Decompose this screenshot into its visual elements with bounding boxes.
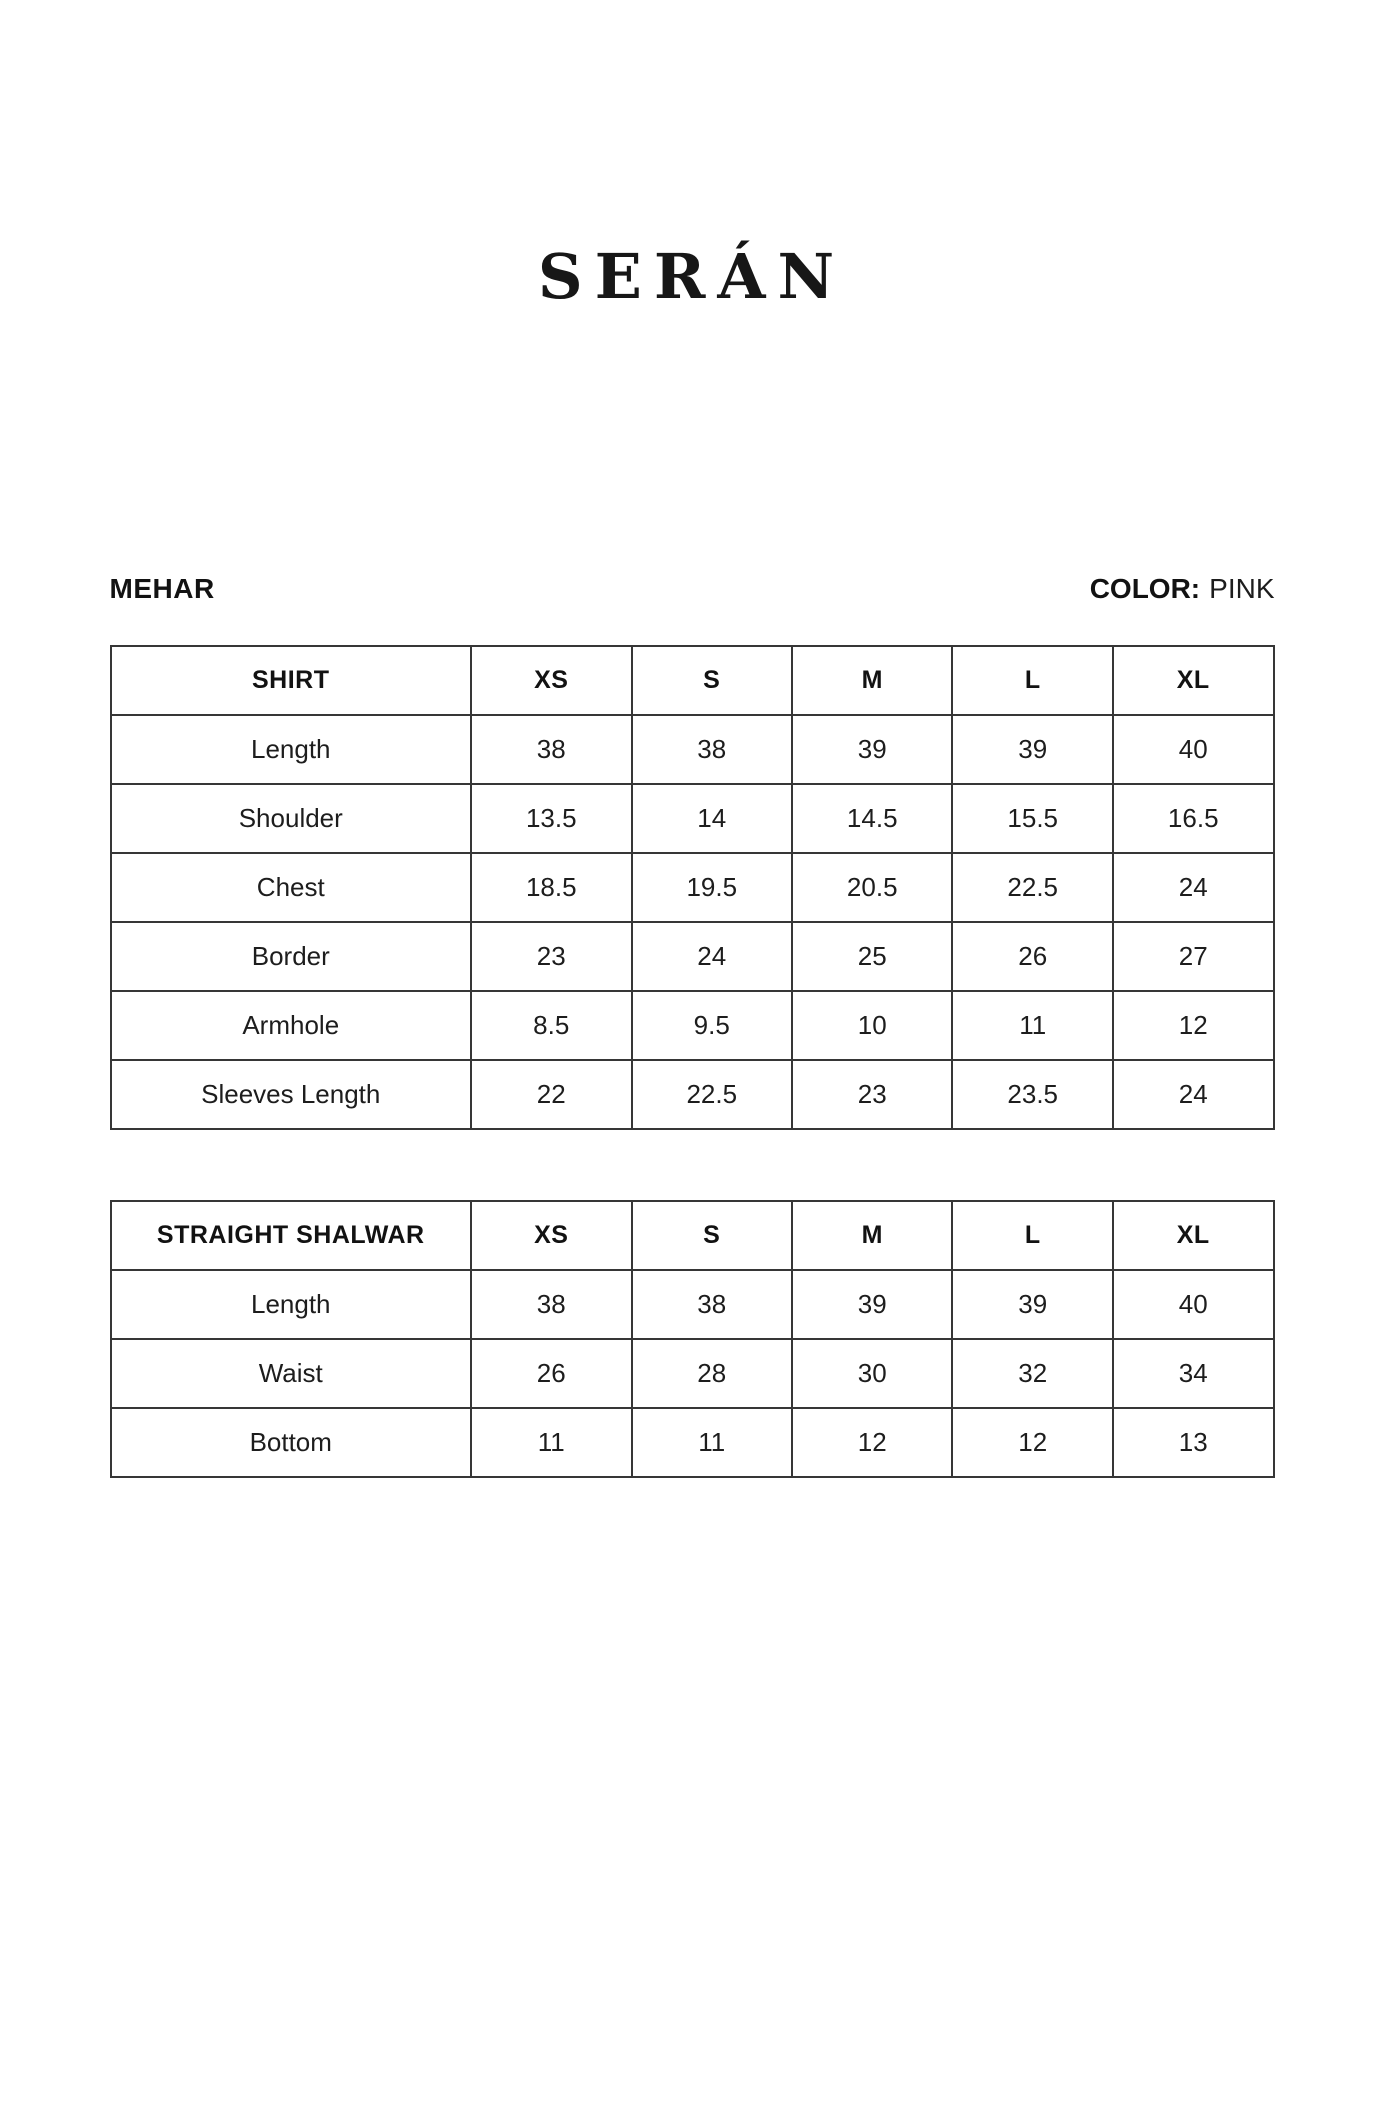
measurement-value-cell: 16.5 xyxy=(1111,783,1275,855)
measurement-value-cell: 39 xyxy=(790,1269,954,1341)
table-title-cell: STRAIGHT SHALWAR xyxy=(109,1200,473,1272)
measurement-row: Length 38 38 39 39 40 xyxy=(109,1269,1275,1341)
measurement-value-cell: 13 xyxy=(1111,1407,1275,1479)
measurement-value-cell: 23 xyxy=(790,1059,954,1131)
measurement-row: Shoulder 13.5 14 14.5 15.5 16.5 xyxy=(109,783,1275,855)
measurement-value-cell: 24 xyxy=(630,921,793,993)
measurement-value-cell: 40 xyxy=(1111,714,1275,786)
color-value: PINK xyxy=(1209,573,1275,605)
table-title-cell: SHIRT xyxy=(109,645,473,717)
measurement-label-cell: Waist xyxy=(109,1338,473,1410)
measurement-value-cell: 14 xyxy=(630,783,793,855)
size-header-cell: M xyxy=(790,645,954,717)
measurement-value-cell: 11 xyxy=(470,1407,633,1479)
brand-logo: SERÁN xyxy=(537,240,847,313)
size-header-cell: XL xyxy=(1111,645,1275,717)
measurement-value-cell: 24 xyxy=(1111,1059,1275,1131)
measurement-value-cell: 38 xyxy=(470,714,633,786)
size-header-cell: S xyxy=(630,645,793,717)
size-header-cell: XL xyxy=(1111,1200,1275,1272)
product-meta-row: MEHAR COLOR: PINK xyxy=(110,573,1275,605)
measurement-value-cell: 13.5 xyxy=(470,783,633,855)
measurement-value-cell: 9.5 xyxy=(630,990,793,1062)
measurement-row: Bottom 11 11 12 12 13 xyxy=(109,1407,1275,1479)
measurement-value-cell: 39 xyxy=(951,714,1114,786)
product-name: MEHAR xyxy=(109,573,215,605)
color-label: COLOR: xyxy=(1089,573,1201,605)
measurement-value-cell: 12 xyxy=(951,1407,1114,1479)
size-header-cell: S xyxy=(630,1200,793,1272)
measurement-row: Sleeves Length 22 22.5 23 23.5 24 xyxy=(109,1059,1275,1131)
table-header-row: STRAIGHT SHALWAR XS S M L XL xyxy=(109,1200,1275,1272)
measurement-value-cell: 28 xyxy=(630,1338,793,1410)
measurement-value-cell: 27 xyxy=(1111,921,1275,993)
measurement-row: Border 23 24 25 26 27 xyxy=(109,921,1275,993)
measurement-value-cell: 26 xyxy=(470,1338,633,1410)
measurement-value-cell: 24 xyxy=(1111,852,1275,924)
measurement-value-cell: 20.5 xyxy=(790,852,954,924)
measurement-value-cell: 10 xyxy=(790,990,954,1062)
measurement-value-cell: 19.5 xyxy=(630,852,793,924)
measurement-value-cell: 26 xyxy=(951,921,1114,993)
measurement-value-cell: 11 xyxy=(630,1407,793,1479)
size-header-cell: M xyxy=(790,1200,954,1272)
measurement-row: Length 38 38 39 39 40 xyxy=(109,714,1275,786)
measurement-label-cell: Length xyxy=(109,714,473,786)
measurement-value-cell: 22.5 xyxy=(630,1059,793,1131)
size-header-cell: L xyxy=(951,1200,1114,1272)
measurement-value-cell: 22 xyxy=(470,1059,633,1131)
measurement-value-cell: 30 xyxy=(790,1338,954,1410)
measurement-value-cell: 39 xyxy=(790,714,954,786)
measurement-value-cell: 8.5 xyxy=(470,990,633,1062)
measurement-label-cell: Armhole xyxy=(109,990,473,1062)
measurement-label-cell: Length xyxy=(109,1269,473,1341)
measurement-value-cell: 38 xyxy=(630,1269,793,1341)
measurement-label-cell: Shoulder xyxy=(109,783,473,855)
size-header-cell: L xyxy=(951,645,1114,717)
measurement-row: Armhole 8.5 9.5 10 11 12 xyxy=(109,990,1275,1062)
measurement-value-cell: 39 xyxy=(951,1269,1114,1341)
measurement-value-cell: 38 xyxy=(630,714,793,786)
color-line: COLOR: PINK xyxy=(1090,573,1275,605)
measurement-value-cell: 34 xyxy=(1111,1338,1275,1410)
straight-shalwar-size-table: STRAIGHT SHALWAR XS S M L XL Length 38 38 39 39 40 W… xyxy=(109,1200,1275,1479)
measurement-value-cell: 18.5 xyxy=(470,852,633,924)
measurement-value-cell: 32 xyxy=(951,1338,1114,1410)
shirt-size-table: SHIRT XS S M L XL Length 38 38 39 39 40 Shoulder 13.5… xyxy=(109,645,1275,1131)
measurement-label-cell: Chest xyxy=(109,852,473,924)
measurement-value-cell: 23 xyxy=(470,921,633,993)
measurement-row: Chest 18.5 19.5 20.5 22.5 24 xyxy=(109,852,1275,924)
size-header-cell: XS xyxy=(470,1200,633,1272)
measurement-value-cell: 11 xyxy=(951,990,1114,1062)
measurement-label-cell: Border xyxy=(109,921,473,993)
table-header-row: SHIRT XS S M L XL xyxy=(109,645,1275,717)
size-header-cell: XS xyxy=(470,645,633,717)
measurement-value-cell: 15.5 xyxy=(951,783,1114,855)
measurement-value-cell: 38 xyxy=(470,1269,633,1341)
measurement-label-cell: Sleeves Length xyxy=(109,1059,473,1131)
measurement-value-cell: 25 xyxy=(790,921,954,993)
measurement-value-cell: 14.5 xyxy=(790,783,954,855)
measurement-value-cell: 12 xyxy=(790,1407,954,1479)
measurement-row: Waist 26 28 30 32 34 xyxy=(109,1338,1275,1410)
measurement-value-cell: 22.5 xyxy=(951,852,1114,924)
measurement-label-cell: Bottom xyxy=(109,1407,473,1479)
measurement-value-cell: 23.5 xyxy=(951,1059,1114,1131)
measurement-value-cell: 12 xyxy=(1111,990,1275,1062)
measurement-value-cell: 40 xyxy=(1111,1269,1275,1341)
